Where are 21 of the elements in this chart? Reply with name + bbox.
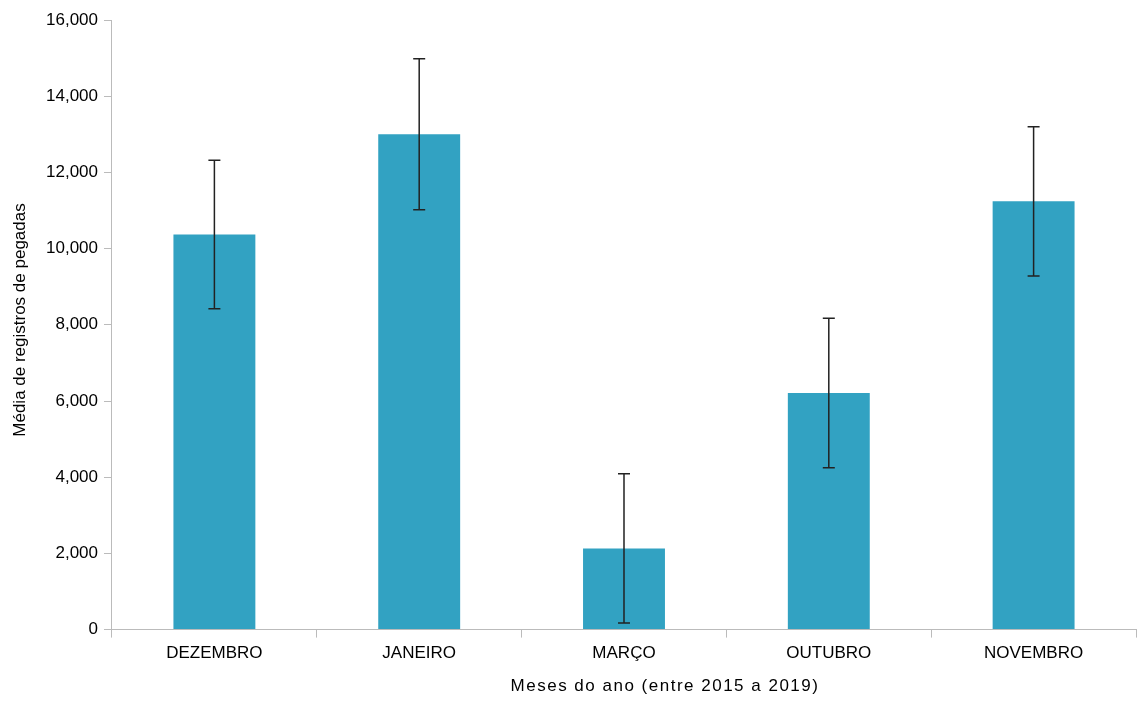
y-tick-label: 12,000 bbox=[46, 162, 98, 182]
y-tick-label: 14,000 bbox=[46, 85, 98, 105]
y-tick-label: 4,000 bbox=[55, 466, 98, 486]
x-tick-label: JANEIRO bbox=[382, 643, 457, 663]
y-tick-label: 16,000 bbox=[46, 9, 98, 29]
y-axis-title: Média de registros de pegadas bbox=[10, 203, 30, 437]
y-tick-label: 0 bbox=[88, 619, 98, 639]
x-tick-label: OUTUBRO bbox=[786, 643, 872, 663]
y-tick-label: 6,000 bbox=[55, 390, 98, 410]
bar bbox=[173, 234, 256, 630]
x-tick-label: MARÇO bbox=[592, 643, 656, 663]
y-tick-label: 8,000 bbox=[55, 314, 98, 334]
y-tick-label: 2,000 bbox=[55, 543, 98, 563]
x-axis-title: Meses do ano (entre 2015 a 2019) bbox=[509, 676, 821, 696]
x-tick-label: NOVEMBRO bbox=[984, 643, 1084, 663]
x-tick-label: DEZEMBRO bbox=[166, 643, 263, 663]
bar bbox=[787, 393, 870, 630]
bar bbox=[992, 201, 1075, 630]
y-tick-label: 10,000 bbox=[46, 238, 98, 258]
bar bbox=[378, 134, 461, 630]
bar bbox=[583, 548, 665, 630]
